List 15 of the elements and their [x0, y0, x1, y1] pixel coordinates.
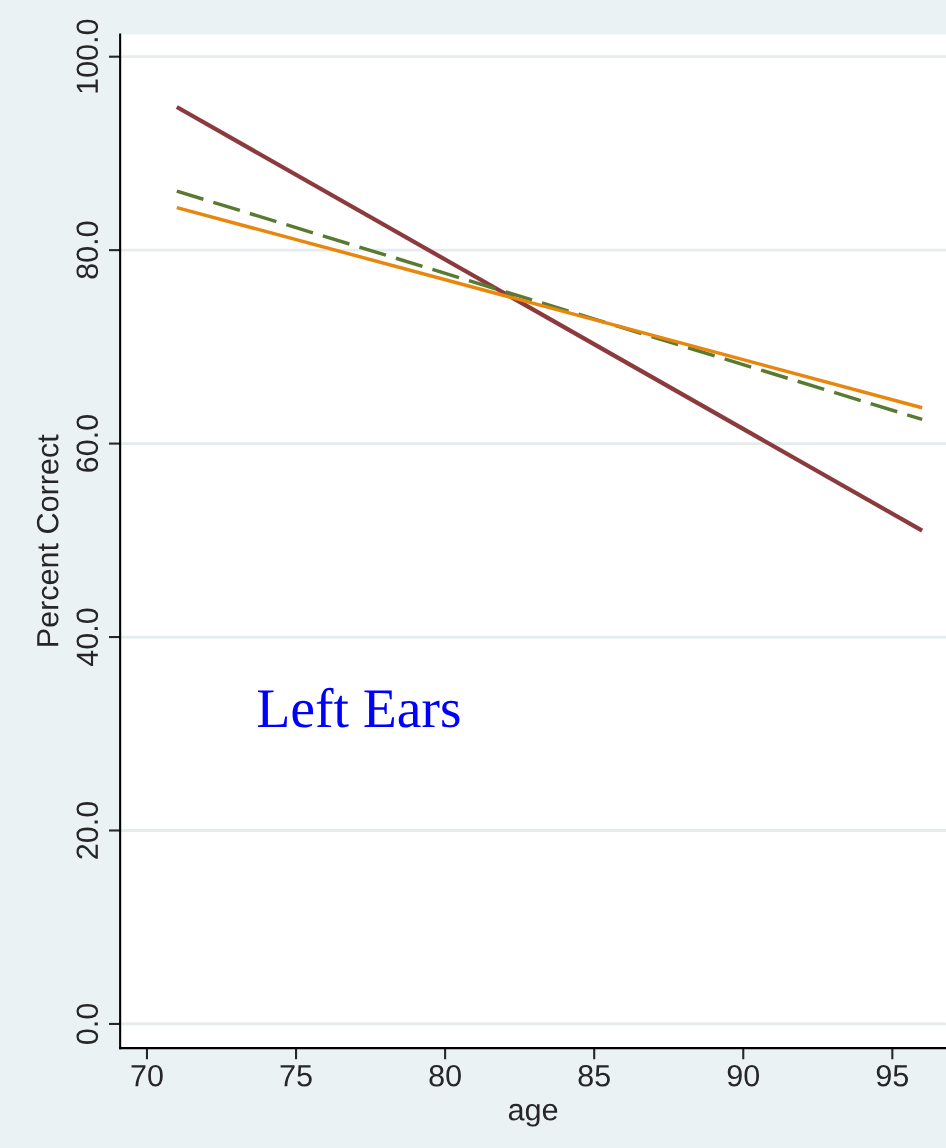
y-tick-label: 0.0 [76, 1003, 99, 1044]
y-tick-label: 100.0 [76, 19, 99, 93]
x-tick-label: 70 [131, 1064, 163, 1087]
y-tick-label: 40.0 [76, 608, 99, 667]
x-tick-label: 85 [578, 1064, 610, 1087]
x-axis-title: age [508, 1103, 558, 1127]
x-tick-label: 95 [876, 1064, 909, 1087]
y-tick-label: 80.0 [76, 221, 99, 279]
y-tick-label: 20.0 [76, 801, 99, 859]
x-tick-label: 75 [280, 1065, 312, 1087]
annotation: Left Ears [258, 687, 460, 728]
y-tick-label: 60.0 [76, 415, 99, 472]
x-tick-label: 90 [727, 1064, 760, 1087]
x-tick-label: 80 [429, 1064, 461, 1087]
y-axis-title: Percent Correct [36, 434, 59, 646]
